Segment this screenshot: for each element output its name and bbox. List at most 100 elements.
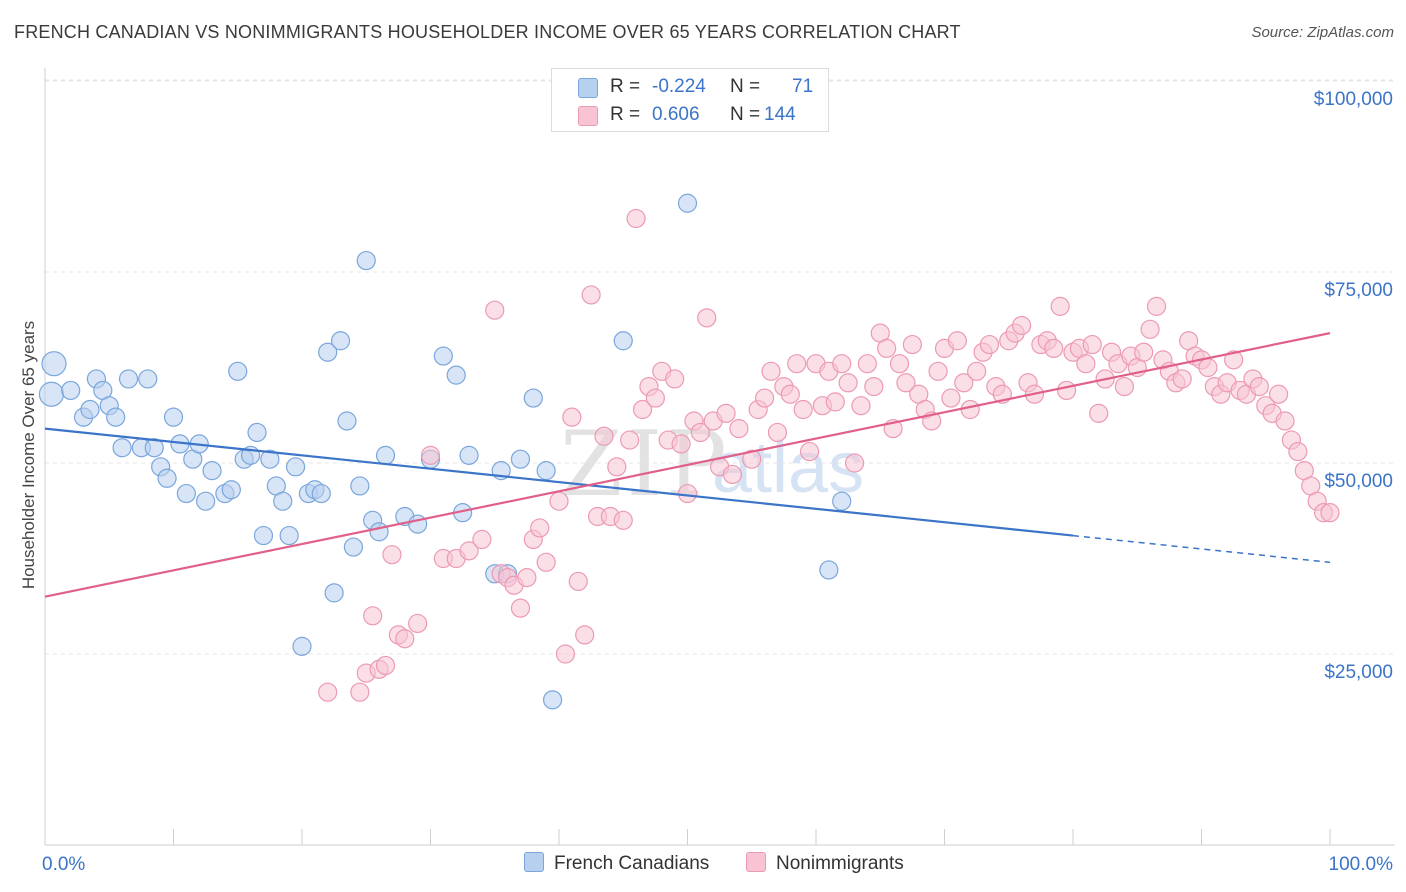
nonimmigrants-point — [363, 606, 383, 626]
nonimmigrants-point — [350, 682, 370, 702]
french-canadians-point — [311, 483, 331, 504]
french-canadians-trendline-extension — [1072, 534, 1331, 564]
french-canadians-point — [253, 525, 274, 546]
nonimmigrants-point — [928, 361, 948, 381]
nonimmigrants-point — [382, 545, 402, 565]
nonimmigrants-point — [767, 422, 788, 443]
french-canadians-point — [279, 525, 299, 546]
nonimmigrants-point — [954, 373, 974, 393]
nonimmigrants-point — [1172, 369, 1192, 389]
nonimmigrants-point — [960, 399, 980, 420]
nonimmigrants-point — [857, 354, 878, 374]
x-tick-labels: 0.0% 100.0% — [42, 854, 1393, 875]
nonimmigrants-point — [594, 426, 614, 446]
nonimmigrants-point — [671, 434, 691, 454]
french-canadians-point — [157, 468, 177, 488]
nonimmigrants-point — [536, 552, 556, 572]
nonimmigrants-point — [902, 334, 922, 355]
legend-r-label: R = — [610, 76, 641, 97]
french-canadians-point — [318, 342, 338, 362]
french-canadians-point — [221, 480, 241, 500]
nonimmigrants-point — [1288, 441, 1308, 462]
series-nonimmigrants — [318, 208, 1340, 702]
french-canadians-point — [285, 457, 306, 477]
nonimmigrants-point — [787, 354, 807, 374]
french-canadians-trendline — [44, 427, 1074, 537]
french-canadians-point — [369, 522, 389, 542]
x-tick-label: 0.0% — [42, 854, 85, 875]
french-canadians-point — [61, 380, 81, 401]
french-canadians-point — [176, 483, 196, 504]
nonimmigrants-point — [1076, 354, 1096, 374]
bottom-legend-french-canadians: French Canadians — [524, 852, 709, 875]
french-canadians-point — [196, 491, 216, 511]
nonimmigrants-point — [896, 373, 916, 393]
french-canadians-point — [228, 361, 248, 381]
french-canadians-point — [510, 449, 531, 469]
french-canadians-point — [330, 331, 351, 351]
legend-r-value: 0.606 — [652, 104, 700, 125]
legend: R = -0.224 N = 71 R = 0.606 N = 144 — [551, 68, 829, 132]
nonimmigrants-point — [825, 392, 845, 412]
nonimmigrants-point — [793, 399, 813, 420]
french-canadians-point — [202, 461, 222, 481]
nonimmigrants-point — [1224, 350, 1244, 370]
legend-n-value: 144 — [764, 104, 796, 125]
legend-r-label: R = — [610, 104, 641, 125]
nonimmigrants-point — [941, 388, 961, 408]
nonimmigrants-point — [645, 388, 665, 408]
nonimmigrants-point — [754, 388, 775, 408]
nonimmigrants-point — [568, 571, 588, 592]
y-tick-label: $75,000 — [1324, 280, 1393, 301]
axes — [44, 68, 1395, 846]
nonimmigrants-point — [1268, 384, 1289, 404]
nonimmigrants-point — [889, 354, 910, 374]
french-canadians-point — [80, 399, 100, 420]
nonimmigrants-point — [1056, 380, 1077, 401]
legend-n-label: N = — [730, 104, 761, 125]
nonimmigrants-point — [697, 308, 717, 328]
nonimmigrants-point — [613, 510, 633, 530]
french-canadians-point — [819, 560, 839, 580]
nonimmigrants-point — [1089, 403, 1109, 423]
bottom-legend-swatch-pink — [746, 852, 766, 872]
nonimmigrants-point — [1134, 342, 1154, 362]
nonimmigrants-point — [510, 598, 531, 618]
nonimmigrants-point — [632, 399, 653, 420]
nonimmigrants-point — [838, 373, 858, 393]
nonimmigrants-point — [1146, 296, 1167, 316]
nonimmigrants-point — [1140, 319, 1160, 339]
nonimmigrants-point — [947, 331, 967, 351]
bottom-legend-swatch-blue — [524, 852, 544, 872]
french-canadians-point — [144, 438, 164, 458]
nonimmigrants-point — [665, 369, 685, 389]
nonimmigrants-point — [1249, 377, 1269, 397]
nonimmigrants-point — [1050, 296, 1070, 316]
nonimmigrants-point — [549, 491, 569, 511]
french-canadians-point — [356, 250, 376, 271]
french-canadians-point — [375, 445, 396, 465]
french-canadians-point — [106, 407, 126, 427]
french-canadians-point — [247, 422, 267, 443]
nonimmigrants-point — [864, 377, 884, 397]
french-canadians-point — [459, 445, 479, 465]
chart-title: FRENCH CANADIAN VS NONIMMIGRANTS HOUSEHO… — [14, 22, 961, 42]
nonimmigrants-point — [967, 361, 987, 381]
french-canadians-point — [41, 351, 67, 377]
y-tick-label: $100,000 — [1314, 89, 1393, 110]
french-canadians-point — [163, 407, 184, 427]
french-canadians-point — [38, 381, 65, 407]
nonimmigrants-point — [1044, 338, 1064, 358]
nonimmigrants-point — [722, 464, 743, 485]
y-tick-labels: $25,000 $50,000 $75,000 $100,000 — [1314, 89, 1393, 683]
nonimmigrants-point — [581, 285, 601, 305]
french-canadians-point — [433, 346, 453, 366]
nonimmigrants-point — [761, 361, 781, 381]
nonimmigrants-point — [620, 430, 640, 450]
french-canadians-point — [343, 537, 363, 557]
nonimmigrants-trendline — [44, 332, 1331, 598]
french-canadians-point — [677, 193, 698, 213]
nonimmigrants-point — [844, 453, 865, 473]
nonimmigrants-point — [575, 625, 595, 645]
